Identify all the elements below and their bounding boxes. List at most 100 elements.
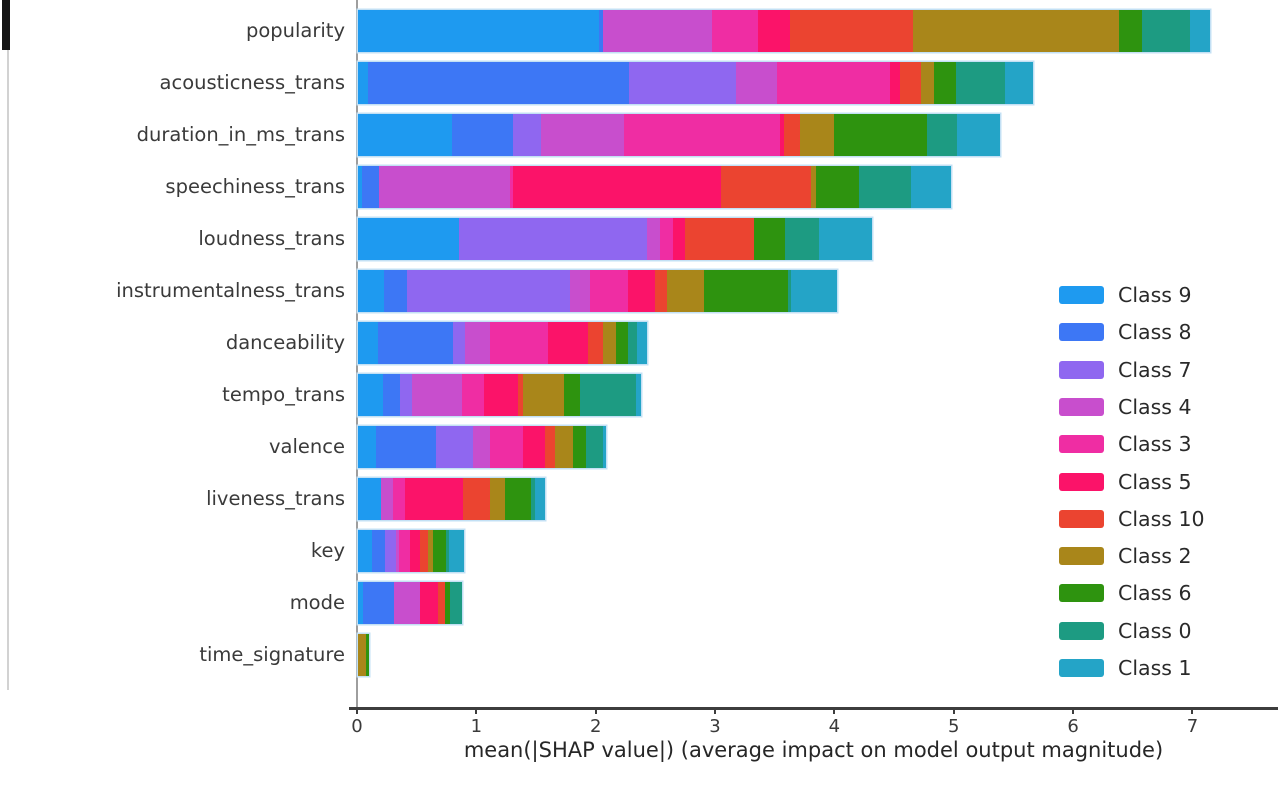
- x-tick-label-5: 5: [947, 716, 960, 737]
- legend-swatch: [1059, 323, 1104, 342]
- segment-class-5: [890, 62, 900, 104]
- y-tick-label-valence: valence: [269, 435, 345, 458]
- segment-class-9: [358, 10, 600, 52]
- x-tick-mark-1: [475, 707, 478, 714]
- segment-class-5: [404, 478, 463, 520]
- segment-class-0: [627, 322, 638, 364]
- y-tick-label-speechiness_trans: speechiness_trans: [165, 175, 345, 198]
- segment-class-9: [358, 374, 384, 416]
- segment-class-10: [899, 62, 922, 104]
- legend-item-class-6: Class 6: [1059, 581, 1192, 605]
- segment-class-6: [366, 634, 369, 676]
- segment-class-0: [1142, 10, 1190, 52]
- segment-class-6: [1119, 10, 1143, 52]
- legend-swatch: [1059, 509, 1104, 528]
- bar-speechiness_trans: [358, 166, 952, 208]
- segment-class-7: [513, 114, 541, 156]
- legend-label: Class 10: [1118, 506, 1205, 531]
- segment-class-0: [785, 218, 819, 260]
- y-tick-label-tempo_trans: tempo_trans: [222, 383, 345, 406]
- segment-class-0: [585, 426, 603, 468]
- segment-class-5: [513, 166, 721, 208]
- x-axis-label: mean(|SHAP value|) (average impact on mo…: [463, 738, 1164, 762]
- screen-edge-artifact: [2, 0, 10, 50]
- segment-class-1: [1004, 62, 1034, 104]
- segment-class-2: [921, 62, 935, 104]
- segment-class-8: [384, 270, 407, 312]
- segment-class-9: [358, 62, 368, 104]
- segment-class-8: [372, 530, 386, 572]
- segment-class-3: [392, 478, 405, 520]
- y-tick-label-time_signature: time_signature: [199, 643, 345, 666]
- segment-class-1: [1189, 10, 1211, 52]
- segment-class-6: [934, 62, 956, 104]
- legend-swatch: [1059, 472, 1104, 491]
- segment-class-7: [453, 322, 466, 364]
- segment-class-0: [449, 582, 462, 624]
- x-tick-mark-2: [594, 707, 597, 714]
- bar-instrumentalness_trans: [358, 270, 837, 312]
- segment-class-9: [358, 478, 381, 520]
- segment-class-2: [667, 270, 705, 312]
- segment-class-10: [462, 478, 491, 520]
- legend-item-class-0: Class 0: [1059, 619, 1192, 643]
- segment-class-9: [358, 582, 363, 624]
- legend-label: Class 6: [1118, 581, 1192, 606]
- segment-class-3: [509, 166, 514, 208]
- legend-swatch: [1059, 360, 1104, 379]
- x-tick-mark-5: [952, 707, 955, 714]
- segment-class-10: [784, 114, 800, 156]
- x-tick-mark-4: [833, 707, 836, 714]
- segment-class-0: [787, 270, 792, 312]
- x-tick-mark-3: [714, 707, 717, 714]
- segment-class-10: [790, 10, 913, 52]
- x-tick-mark-7: [1191, 707, 1194, 714]
- legend-item-class-4: Class 4: [1059, 395, 1192, 419]
- segment-class-6: [615, 322, 628, 364]
- segment-class-8: [375, 426, 436, 468]
- bar-duration_in_ms_trans: [358, 114, 1000, 156]
- segment-class-4: [736, 62, 777, 104]
- segment-class-4: [472, 426, 491, 468]
- segment-class-4: [570, 270, 590, 312]
- legend-label: Class 5: [1118, 469, 1192, 494]
- legend-label: Class 9: [1118, 283, 1192, 307]
- y-tick-label-popularity: popularity: [245, 19, 345, 42]
- bar-liveness_trans: [358, 478, 546, 520]
- segment-class-9: [358, 322, 379, 364]
- segment-class-8: [362, 582, 394, 624]
- x-tick-label-6: 6: [1067, 716, 1079, 737]
- segment-class-5: [627, 270, 656, 312]
- legend-label: Class 1: [1118, 656, 1192, 680]
- legend-label: Class 3: [1118, 432, 1192, 457]
- x-axis-spine: [349, 707, 1278, 710]
- legend-item-class-8: Class 8: [1059, 320, 1192, 344]
- segment-class-9: [358, 218, 460, 260]
- segment-class-7: [406, 270, 571, 312]
- segment-class-9: [358, 426, 376, 468]
- y-tick-label-instrumentalness_trans: instrumentalness_trans: [116, 279, 345, 302]
- segment-class-9: [358, 114, 453, 156]
- bar-key: [358, 530, 465, 572]
- segment-class-2: [358, 634, 367, 676]
- segment-class-10: [437, 582, 446, 624]
- legend-label: Class 0: [1118, 618, 1192, 643]
- segment-class-5: [522, 426, 546, 468]
- segment-class-4: [465, 322, 491, 364]
- bar-popularity: [358, 10, 1211, 52]
- x-tick-mark-6: [1072, 707, 1075, 714]
- segment-class-1: [534, 478, 546, 520]
- segment-class-4: [393, 582, 421, 624]
- legend-item-class-10: Class 10: [1059, 507, 1205, 531]
- segment-class-7: [459, 218, 647, 260]
- segment-class-0: [530, 478, 535, 520]
- segment-class-3: [659, 218, 674, 260]
- segment-class-8: [452, 114, 514, 156]
- bar-danceability: [358, 322, 647, 364]
- segment-class-2: [912, 10, 1120, 52]
- segment-class-3: [712, 10, 758, 52]
- x-tick-label-0: 0: [351, 716, 363, 737]
- segment-class-1: [957, 114, 1000, 156]
